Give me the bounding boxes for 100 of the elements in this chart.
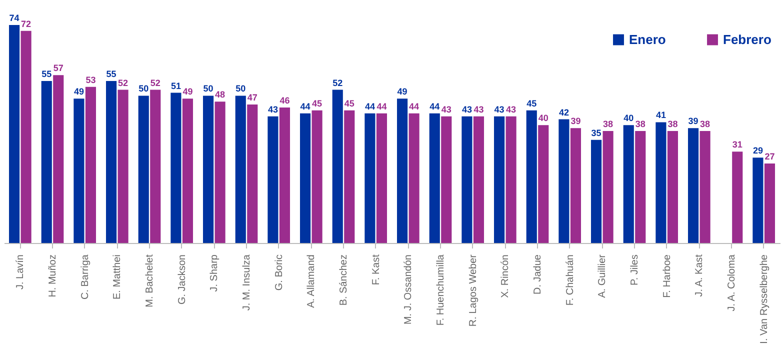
data-label: 44 bbox=[364, 101, 375, 112]
data-label: 46 bbox=[280, 95, 290, 106]
bar bbox=[441, 116, 452, 243]
data-label: 40 bbox=[624, 113, 634, 124]
bar bbox=[182, 98, 194, 243]
bar bbox=[312, 110, 322, 243]
x-tick-label: D. Jadue bbox=[532, 254, 544, 295]
bar bbox=[279, 107, 290, 243]
x-tick-label: G. Boric bbox=[274, 254, 285, 291]
x-tick-label: J. A. Coloma bbox=[726, 254, 738, 312]
bar bbox=[20, 30, 32, 243]
data-label: 57 bbox=[53, 63, 64, 74]
bar bbox=[752, 158, 764, 243]
data-label: 72 bbox=[21, 18, 32, 29]
x-tick-label: A. Guillier bbox=[597, 254, 608, 298]
bar bbox=[118, 90, 128, 243]
bar bbox=[506, 116, 516, 243]
legend-label: Enero bbox=[629, 32, 666, 47]
bar bbox=[462, 116, 472, 243]
x-tick-label: M. Bachelet bbox=[144, 254, 156, 308]
bar bbox=[396, 98, 408, 243]
data-label: 35 bbox=[591, 128, 602, 138]
bar bbox=[268, 116, 278, 243]
data-label: 44 bbox=[430, 101, 440, 112]
data-label: 74 bbox=[9, 13, 20, 23]
data-label: 43 bbox=[462, 104, 472, 114]
x-tick-label: R. Lagos Weber bbox=[468, 254, 479, 327]
data-label: 42 bbox=[558, 107, 569, 118]
bar bbox=[635, 131, 646, 243]
bar bbox=[300, 113, 311, 243]
data-label: 45 bbox=[344, 98, 354, 108]
data-label: 40 bbox=[538, 113, 548, 124]
bar bbox=[85, 86, 96, 243]
x-tick-label: A. Allamand bbox=[306, 254, 318, 308]
x-tick-label: E. Matthei bbox=[112, 254, 124, 300]
bar bbox=[344, 110, 355, 243]
data-label: 44 bbox=[409, 101, 420, 112]
data-label: 39 bbox=[688, 116, 698, 126]
bar bbox=[8, 25, 20, 243]
x-tick-label: B. Sánchez bbox=[338, 254, 350, 306]
x-tick-label: J. A. Kast bbox=[694, 254, 706, 297]
bar bbox=[494, 116, 505, 243]
data-label: 51 bbox=[170, 80, 181, 91]
data-label: 55 bbox=[106, 68, 116, 79]
bar bbox=[408, 113, 420, 243]
data-label: 43 bbox=[441, 104, 452, 114]
x-tick-label: P. Jiles bbox=[630, 254, 640, 286]
data-label: 27 bbox=[764, 151, 775, 162]
data-label: 52 bbox=[332, 78, 343, 88]
data-label: 38 bbox=[635, 119, 646, 130]
bar bbox=[202, 96, 214, 243]
bar bbox=[688, 128, 699, 243]
x-tick-label: C. Barriga bbox=[80, 254, 91, 300]
bar bbox=[590, 140, 602, 243]
data-label: 47 bbox=[247, 92, 258, 103]
x-tick-label: J. Lavín bbox=[15, 254, 26, 290]
bar bbox=[247, 104, 258, 243]
x-tick-label: J. M. Insulza bbox=[242, 254, 252, 311]
bar bbox=[364, 113, 376, 243]
data-label: 29 bbox=[752, 146, 763, 156]
data-label: 53 bbox=[86, 74, 96, 85]
data-label: 43 bbox=[506, 104, 516, 114]
data-label: 43 bbox=[268, 104, 278, 114]
data-label: 49 bbox=[182, 86, 193, 97]
bar bbox=[214, 102, 226, 243]
bar bbox=[764, 163, 776, 243]
bar bbox=[332, 90, 343, 243]
bar bbox=[106, 80, 117, 243]
bar bbox=[376, 113, 388, 243]
data-label: 39 bbox=[570, 116, 581, 126]
bar bbox=[235, 96, 246, 243]
data-label: 44 bbox=[376, 101, 387, 112]
bar bbox=[656, 122, 666, 243]
x-tick-label: F. Chahuán bbox=[564, 254, 576, 306]
data-label: 44 bbox=[300, 101, 310, 112]
data-label: 52 bbox=[150, 78, 160, 88]
data-label: 49 bbox=[397, 86, 408, 97]
bar bbox=[602, 131, 614, 243]
x-tick-label: J. Sharp bbox=[209, 254, 220, 292]
bar bbox=[667, 131, 678, 243]
data-label: 43 bbox=[494, 104, 504, 114]
bar bbox=[473, 116, 484, 243]
bar bbox=[623, 125, 634, 243]
x-tick-label: X. Rincón bbox=[500, 254, 512, 298]
data-label: 38 bbox=[700, 119, 710, 130]
data-label: 31 bbox=[732, 140, 742, 150]
data-label: 50 bbox=[203, 84, 214, 94]
bar bbox=[538, 125, 549, 243]
x-tick-label: M. J. Ossandón bbox=[403, 254, 414, 325]
data-label: 45 bbox=[526, 98, 537, 108]
bar bbox=[732, 152, 743, 243]
bar bbox=[700, 131, 710, 243]
bar bbox=[570, 128, 582, 243]
data-label: 43 bbox=[474, 104, 484, 114]
bar bbox=[138, 96, 149, 243]
data-label: 49 bbox=[74, 86, 84, 97]
data-label: 41 bbox=[656, 110, 666, 120]
x-tick-label: F. Kast bbox=[370, 254, 382, 286]
x-tick-label: H. Muñoz bbox=[48, 254, 58, 298]
data-label: 45 bbox=[312, 98, 322, 108]
